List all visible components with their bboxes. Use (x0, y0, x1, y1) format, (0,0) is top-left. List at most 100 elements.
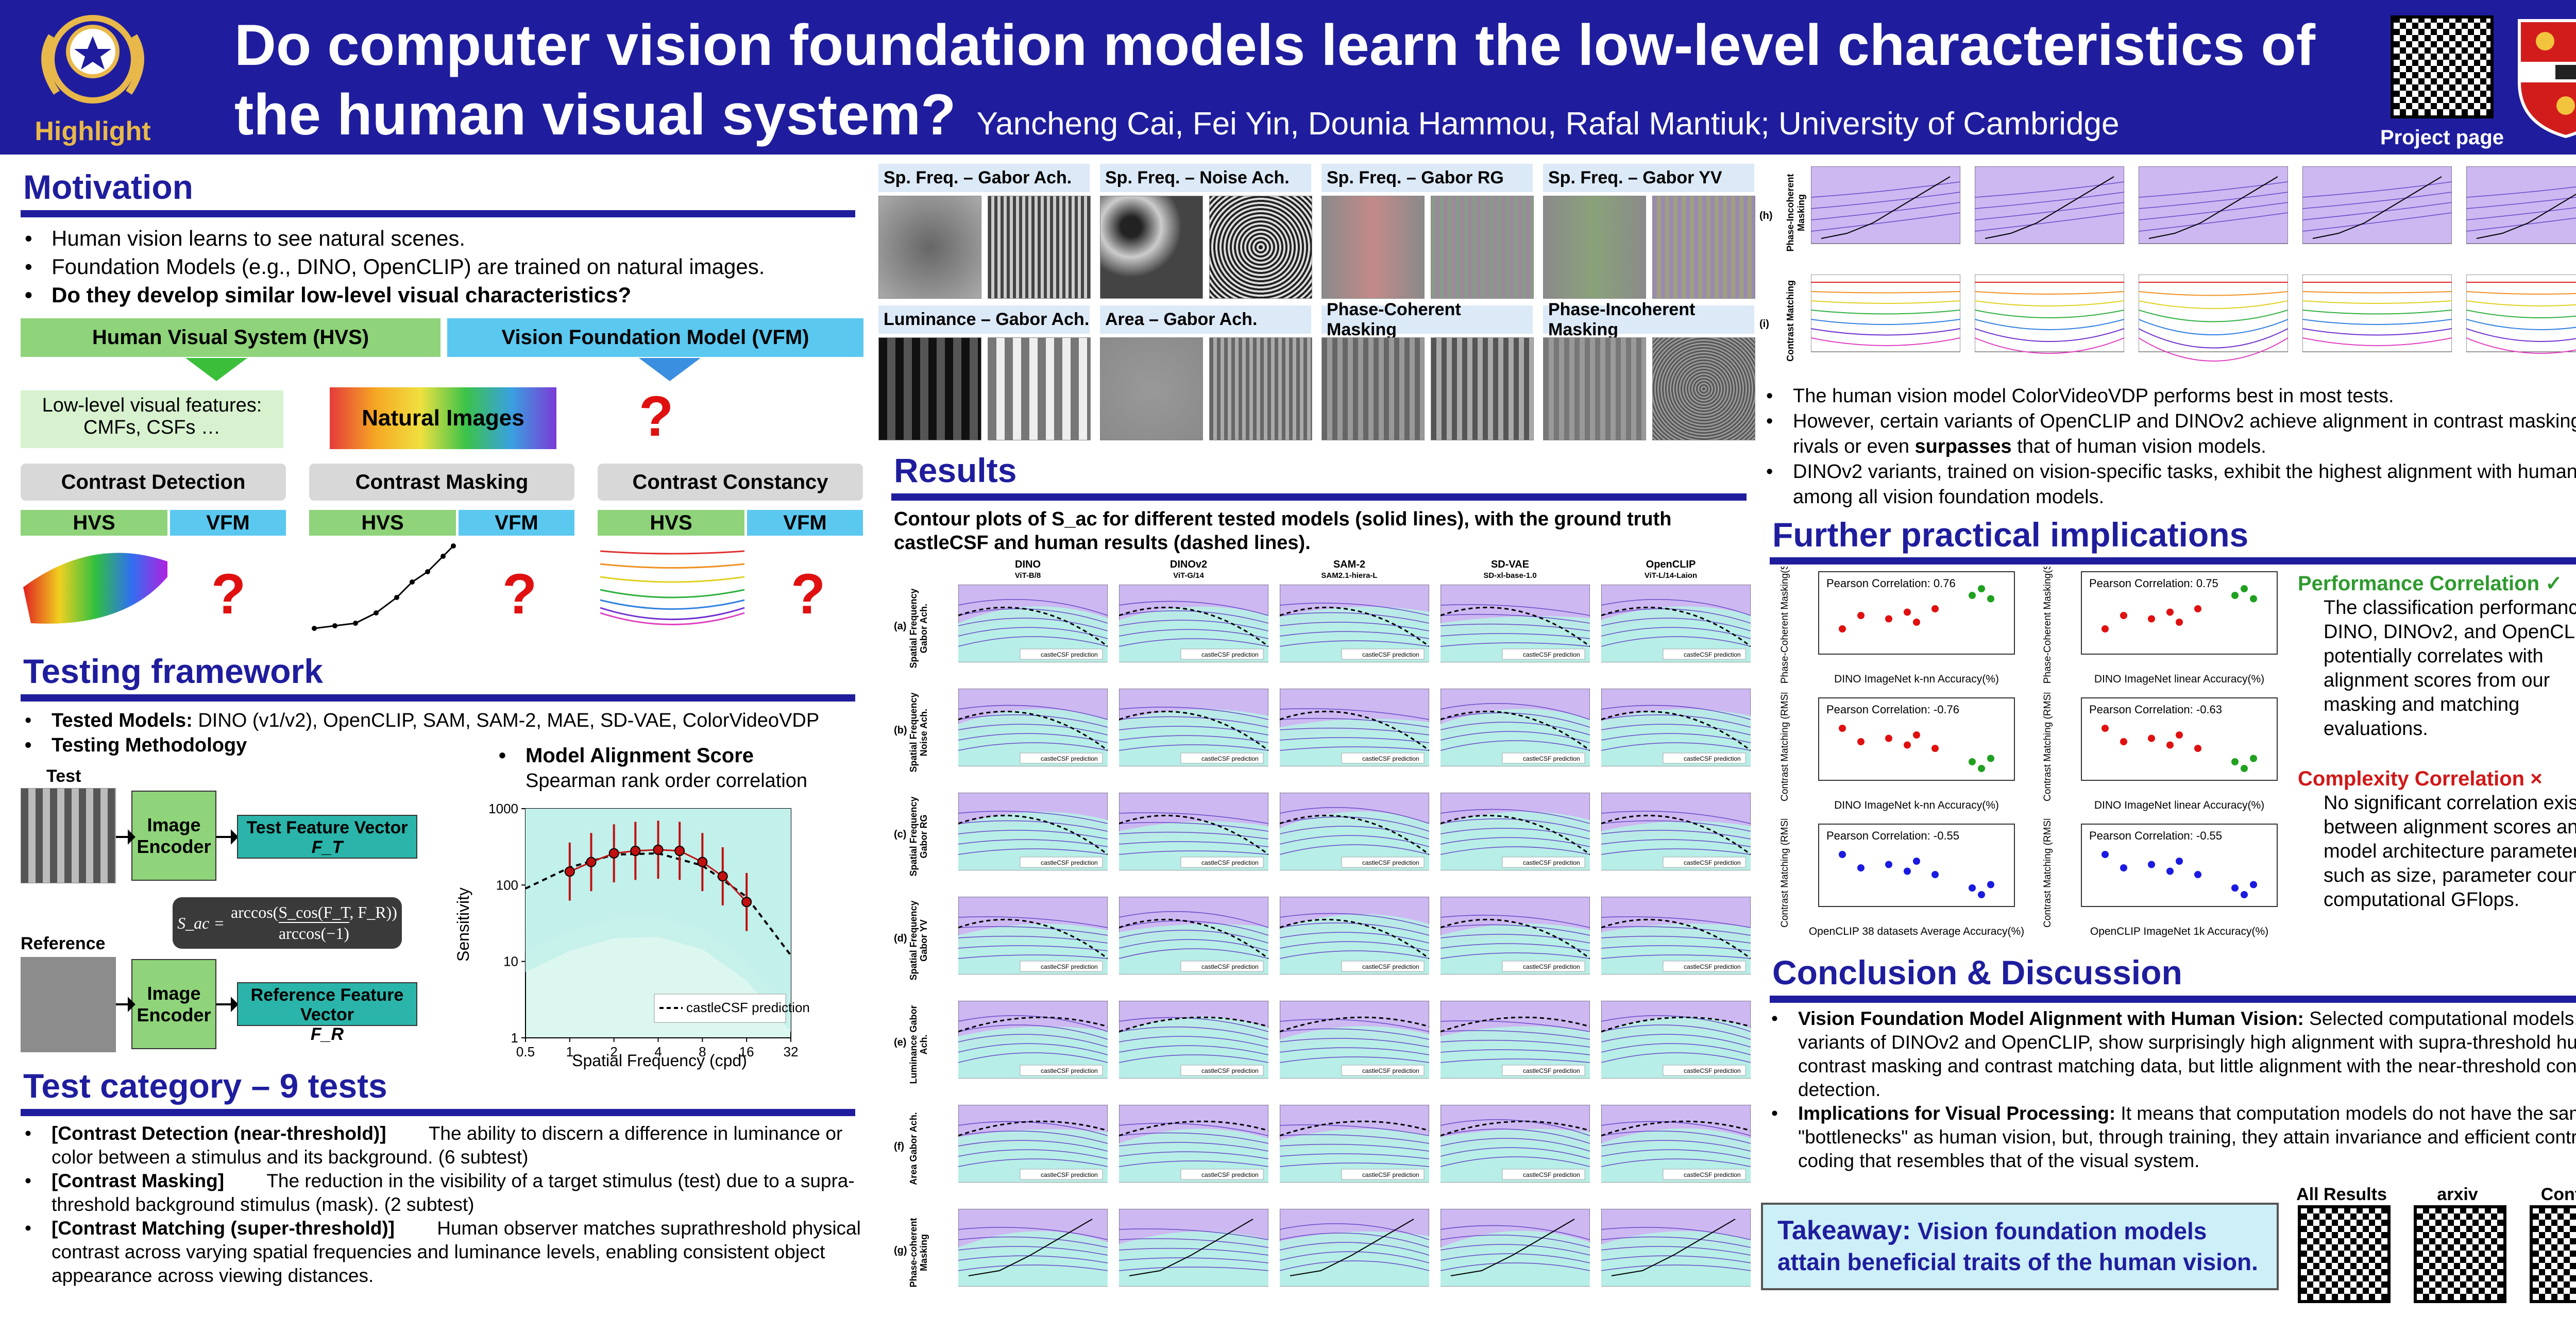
category-tag: [Contrast Matching (super-threshold)] (52, 1218, 395, 1239)
masking-plot (2466, 166, 2576, 244)
award-icon (41, 15, 144, 104)
scatter-plot: Pearson Correlation: -0.55 OpenCLIP 38 da… (1780, 819, 2024, 937)
plot-legend: castleCSF prediction (1201, 859, 1259, 866)
scatter-ylabel: Contrast Matching (RMSE ↓) (2042, 819, 2053, 928)
correlation-label: Pearson Correlation: -0.63 (2089, 703, 2222, 716)
title-line-1: Do computer vision foundation models lea… (234, 13, 2316, 77)
encoder-box: Image Encoder (131, 959, 216, 1049)
plot-legend: castleCSF prediction (1684, 1067, 1741, 1074)
score-list: Model Alignment Score (495, 742, 855, 770)
stimulus-label: Sp. Freq. – Noise Ach. (1100, 164, 1311, 192)
findings-list: The human vision model ColorVideoVDP per… (1762, 384, 2576, 510)
perf-text: The classification performance of DINO, … (2324, 597, 2576, 740)
scatter-ylabel: Contrast Matching (RMSE ↓) (1780, 693, 1790, 801)
scatter-xlabel: OpenCLIP 38 datasets Average Accuracy(%) (1809, 926, 2024, 937)
scatter-grid: Pearson Correlation: 0.76 DINO ImageNet k… (1767, 567, 2282, 979)
row-label: Spatial Frequency Noise Ach. (908, 692, 929, 773)
contour-plot: castleCSF prediction (1601, 689, 1751, 766)
vfm-tag: VFM (459, 510, 574, 536)
implications-heading: Further practical implications (1772, 516, 2249, 554)
matching-plot (2139, 275, 2288, 362)
rfv-symbol: F_R (310, 1024, 344, 1044)
row-label: Spatial Frequency Gabor RG (908, 796, 929, 877)
stimulus-image (1543, 337, 1646, 440)
stimulus-label: Sp. Freq. – Gabor RG (1321, 164, 1533, 192)
cambridge-crest (2514, 15, 2576, 139)
plot-legend: castleCSF prediction (1523, 859, 1580, 866)
plot-legend: castleCSF prediction (1362, 859, 1419, 866)
category-tag: [Contrast Detection (near-threshold)] (52, 1123, 386, 1144)
scatter-ylabel: Contrast Matching (RMSE ↓) (2042, 693, 2053, 801)
motivation-list: Human vision learns to see natural scene… (21, 224, 866, 309)
project-qr-code[interactable] (2391, 15, 2494, 118)
encoder-box: Image Encoder (131, 791, 216, 881)
conclusion-text: Selected computational models, e.g., var… (1798, 1008, 2576, 1100)
correlation-notes: Performance Correlation ✓ The classifica… (2298, 572, 2576, 912)
contact-qr-code[interactable] (2530, 1205, 2576, 1303)
plot-legend: castleCSF prediction (1684, 963, 1741, 970)
finding-item: The human vision model ColorVideoVDP per… (1762, 384, 2576, 409)
scatter-point (2166, 608, 2174, 616)
scatter-point (2148, 734, 2155, 742)
test-feature-box: Test Feature Vector F_T (237, 815, 417, 859)
masking-curve-image (312, 543, 456, 631)
stimulus-image (988, 337, 1091, 440)
contour-plot: castleCSF prediction (1280, 793, 1429, 870)
scatter-point (1987, 595, 1994, 603)
human-point (653, 844, 664, 855)
scatter-point (1978, 765, 1985, 772)
badge-label: Highlight (35, 116, 151, 146)
stimulus-label: Phase-Incoherent Masking (1543, 300, 1754, 339)
scatter-point (1931, 605, 1939, 612)
category-text: The reduction in the visibility of a tar… (52, 1170, 855, 1215)
scatter-point (2148, 861, 2155, 868)
plot-legend: castleCSF prediction (1362, 1067, 1419, 1074)
model-header: OpenCLIP ViT-L/14-Laion (1644, 559, 1698, 580)
formula-num: arccos(S_cos(F_T, F_R)) (230, 903, 397, 921)
question-mark: ? (791, 562, 826, 626)
contour-plot: castleCSF prediction (1119, 585, 1268, 662)
hvs-tag: HVS (21, 510, 167, 536)
contour-plot: castleCSF prediction (958, 793, 1108, 870)
all-results-qr-code[interactable] (2298, 1205, 2391, 1303)
formula-lhs: S_ac = (177, 913, 225, 932)
scatter-point (2250, 755, 2257, 762)
scatter-point (1904, 867, 1911, 875)
conclusion-tag: Vision Foundation Model Alignment with H… (1798, 1008, 2304, 1029)
test-label: Test (46, 766, 81, 786)
finding-text: However, certain variants of OpenCLIP an… (1793, 411, 2576, 457)
scatter-plot: Pearson Correlation: -0.55 OpenCLIP Image… (2042, 819, 2278, 937)
scatter-point (2176, 858, 2183, 865)
down-arrow-icon (185, 358, 247, 381)
list-item: Do they develop similar low-level visual… (21, 281, 866, 309)
model-header: DINO ViT-B/8 (1014, 559, 1041, 580)
stimulus-label: Area – Gabor Ach. (1100, 305, 1311, 334)
y-tick-label: 100 (496, 877, 518, 893)
question-mark: ? (211, 562, 246, 626)
category-text: Human observer matches suprathreshold ph… (52, 1218, 861, 1286)
x-tick-label: 16 (739, 1044, 754, 1059)
scatter-xlabel: DINO ImageNet k-nn Accuracy(%) (1834, 799, 1999, 811)
contour-plot: castleCSF prediction (958, 689, 1108, 766)
row-id: (i) (1759, 318, 1769, 330)
qr-label: Contact (2540, 1185, 2576, 1204)
plot-legend: castleCSF prediction (1362, 755, 1419, 762)
contour-plot (1440, 1209, 1590, 1287)
hvs-tag: HVS (309, 510, 456, 536)
contour-plot (1601, 1209, 1751, 1287)
correlation-label: Pearson Correlation: 0.75 (2089, 577, 2218, 590)
plot-legend: castleCSF prediction (1362, 963, 1419, 970)
highlight-badge: Highlight (15, 5, 170, 149)
contour-plot: castleCSF prediction (1440, 897, 1590, 974)
plot-legend: castleCSF prediction (1523, 651, 1580, 658)
score-title: Model Alignment Score (495, 742, 855, 770)
plot-legend: castleCSF prediction (1523, 963, 1580, 970)
scatter-point (1969, 592, 1976, 599)
finding-bold: surpasses (1914, 436, 2012, 457)
contour-plot: castleCSF prediction (1119, 897, 1268, 974)
scatter-point (2231, 592, 2239, 599)
arxiv-qr-code[interactable] (2414, 1205, 2506, 1303)
contour-plot: castleCSF prediction (1601, 793, 1751, 870)
rfv-label: Reference Feature Vector (250, 985, 404, 1024)
